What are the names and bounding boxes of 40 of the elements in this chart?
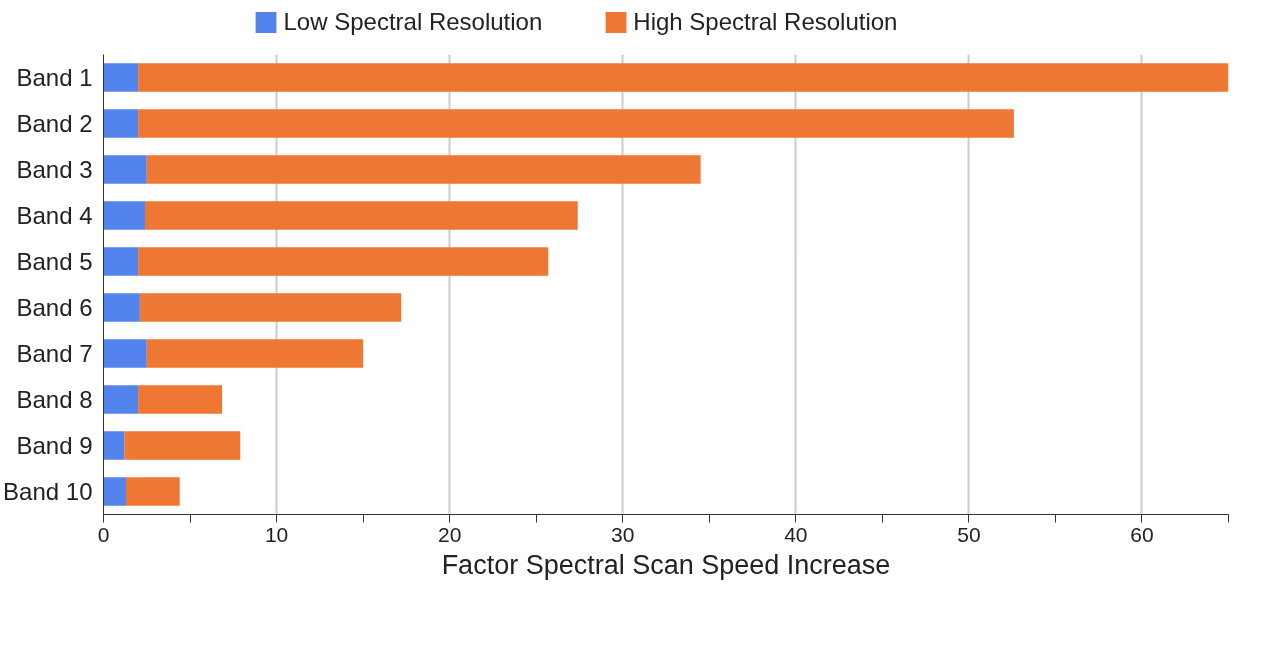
bar xyxy=(103,339,147,368)
x-tick-label: 20 xyxy=(437,522,462,546)
y-tick-label: Band 8 xyxy=(16,386,93,413)
y-tick-label: Band 10 xyxy=(3,478,93,505)
y-tick-label: Band 4 xyxy=(16,202,93,229)
bar xyxy=(139,293,402,322)
x-tick-label: 10 xyxy=(264,522,289,546)
x-tick-label: 0 xyxy=(97,522,110,546)
bar xyxy=(146,155,701,184)
y-tick-label: Band 5 xyxy=(16,248,93,275)
bar xyxy=(126,477,180,506)
y-tick-label: Band 1 xyxy=(16,64,93,91)
legend-label: High Spectral Resolution xyxy=(633,8,898,36)
y-tick-label: Band 2 xyxy=(16,110,93,137)
x-tick-label: 60 xyxy=(1130,522,1154,546)
x-tick-label: 50 xyxy=(957,522,981,546)
bar xyxy=(145,201,578,230)
y-tick-label: Band 7 xyxy=(16,340,93,367)
bar xyxy=(138,385,223,414)
bar xyxy=(124,431,241,460)
bar xyxy=(138,247,549,276)
bar xyxy=(103,63,139,92)
bar xyxy=(146,339,364,368)
x-tick-label: 30 xyxy=(611,522,635,546)
bar xyxy=(103,155,147,184)
bar xyxy=(103,477,126,506)
bar xyxy=(138,63,1229,92)
y-tick-label: Band 6 xyxy=(16,294,93,321)
y-tick-label: Band 3 xyxy=(16,156,93,183)
y-tick-label: Band 9 xyxy=(16,432,93,459)
x-tick-label: 40 xyxy=(784,522,808,546)
x-axis-title: Factor Spectral Scan Speed Increase xyxy=(441,549,891,580)
bar xyxy=(138,109,1014,138)
bar xyxy=(103,247,139,276)
bar xyxy=(103,385,139,414)
bar xyxy=(103,109,139,138)
bar xyxy=(103,293,140,322)
bar xyxy=(103,201,146,230)
bar xyxy=(103,431,125,460)
legend-label: Low Spectral Resolution xyxy=(283,8,543,36)
